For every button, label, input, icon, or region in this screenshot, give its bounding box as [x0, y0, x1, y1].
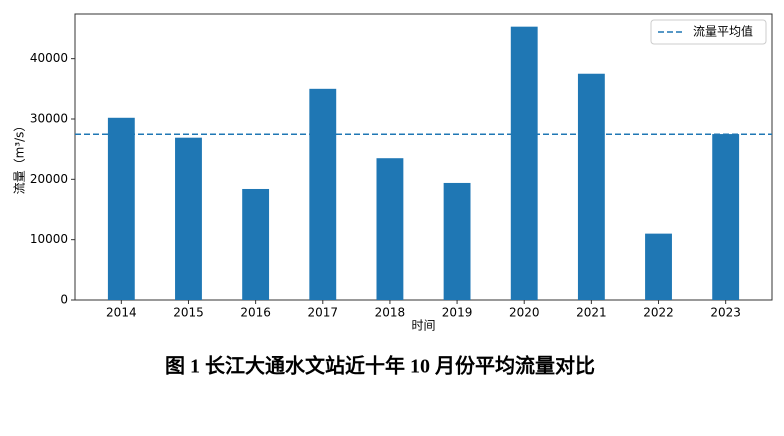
y-tick-label: 20000 — [30, 172, 68, 186]
x-tick-label: 2018 — [375, 306, 406, 320]
bar — [242, 188, 270, 300]
x-tick-label: 2014 — [106, 306, 137, 320]
y-tick-label: 40000 — [30, 51, 68, 65]
x-tick-label: 2017 — [308, 306, 339, 320]
legend-box — [650, 19, 767, 45]
x-tick-label: 2020 — [509, 306, 540, 320]
bar — [645, 233, 672, 300]
bar — [376, 158, 404, 300]
caption: 图 1 长江大通水文站近十年 10 月份平均流量对比 — [165, 354, 595, 378]
plot-frame — [74, 13, 773, 301]
y-tick-label: 30000 — [30, 111, 68, 125]
x-tick-label: 2022 — [643, 306, 674, 320]
y-axis-label: 流量（m³/s） — [13, 120, 27, 195]
x-tick-label: 2023 — [710, 306, 741, 320]
bar — [443, 182, 471, 300]
bar — [712, 134, 740, 300]
y-tick-label: 0 — [60, 293, 68, 307]
x-tick-label: 2021 — [576, 306, 607, 320]
legend-label: 流量平均值 — [693, 24, 753, 39]
x-tick-label: 2015 — [173, 306, 204, 320]
bar — [107, 117, 135, 300]
x-axis-label: 时间 — [411, 319, 435, 333]
bar — [510, 26, 538, 300]
bar — [309, 88, 337, 300]
x-tick-label: 2016 — [240, 306, 271, 320]
bar — [577, 73, 605, 300]
y-tick-label: 10000 — [30, 232, 68, 246]
bar — [175, 137, 202, 300]
x-tick-label: 2019 — [442, 306, 473, 320]
